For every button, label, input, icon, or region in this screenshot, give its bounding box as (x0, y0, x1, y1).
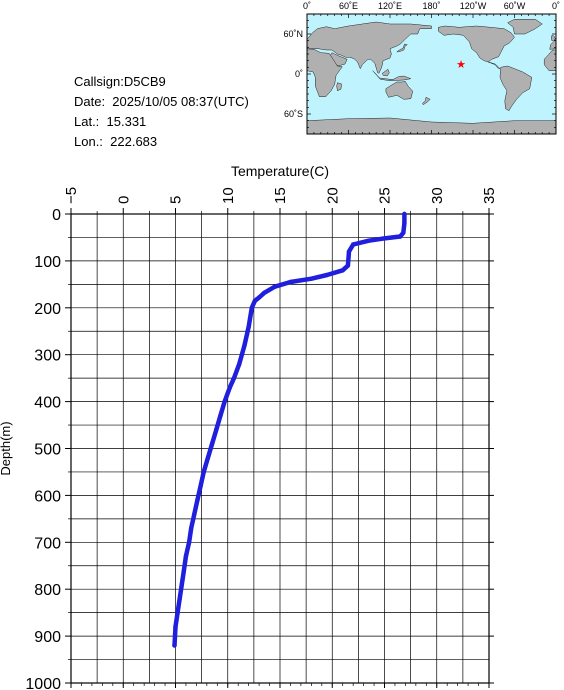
profile-point (252, 298, 258, 303)
y-tick-label: 900 (34, 629, 61, 646)
x-tick-label: 35 (481, 187, 498, 204)
profile-point (346, 249, 352, 254)
land-eurasia (306, 21, 432, 74)
x-tick-label: 10 (220, 187, 237, 204)
land-indonesia (372, 70, 412, 81)
profile-point (242, 343, 247, 348)
map-top-tick-label: 0˚ (552, 1, 560, 11)
longitude-label: Lon.: 222.683 (74, 134, 158, 149)
latitude-label: Lat.: 15.331 (74, 114, 147, 129)
map-top-tick-label: 120˚W (460, 1, 487, 11)
profile-point (350, 242, 356, 247)
profile-point (195, 497, 200, 503)
profile-point (262, 290, 267, 295)
land-uk (550, 34, 556, 42)
map-left-tick-label: 0˚ (295, 69, 303, 79)
map-top-tick-label: 60˚W (504, 1, 526, 11)
y-tick-label: 300 (34, 348, 61, 365)
map-top-tick-label: 60˚E (339, 1, 358, 11)
land-north-america (438, 25, 515, 69)
y-tick-label: 0 (52, 207, 61, 224)
date-label: Date: 2025/10/05 08:37(UTC) (74, 94, 249, 109)
x-axis-title: Temperature(C) (231, 163, 329, 179)
profile-point (288, 279, 293, 285)
profile-point (183, 554, 189, 559)
x-tick-label: 5 (168, 196, 185, 204)
land-south-america (499, 65, 533, 112)
profile-point (366, 238, 372, 243)
profile-point (192, 511, 197, 517)
profile-point (402, 211, 407, 217)
y-tick-label: 700 (34, 535, 61, 552)
profile-point (172, 643, 177, 648)
x-tick-label: 15 (272, 187, 289, 204)
profile-point (205, 455, 211, 461)
profile-point (402, 221, 407, 226)
land-borneo (382, 68, 390, 77)
profile-point (209, 441, 215, 447)
map-top-tick-label: 120˚E (378, 1, 402, 11)
x-tick-label: 25 (377, 187, 394, 204)
y-tick-label: 600 (34, 488, 61, 505)
profile-point (179, 582, 184, 587)
land-madagascar (336, 82, 342, 92)
y-tick-label: 400 (34, 395, 61, 412)
station-marker-icon: ★ (456, 58, 466, 71)
land-africa (306, 49, 343, 97)
profile-point (222, 399, 227, 404)
profile-point (201, 469, 206, 475)
profile-point (186, 540, 192, 545)
x-tick-label: 0 (115, 196, 132, 204)
profile-point (324, 272, 330, 278)
y-tick-label: 1000 (25, 676, 61, 690)
profile-point (397, 234, 403, 239)
map-top-tick-label: 180˚ (422, 1, 440, 11)
map-top-tick-label: 0˚ (303, 1, 311, 11)
profile-point (175, 610, 180, 615)
y-tick-label: 500 (34, 442, 61, 459)
profile-point (272, 284, 277, 289)
land-africa-west (543, 49, 557, 71)
land-japan (396, 43, 408, 53)
land-australia (385, 81, 414, 100)
map-left-tick-label: 60˚N (283, 29, 303, 39)
profile-point (256, 295, 262, 300)
y-tick-label: 800 (34, 582, 61, 599)
y-tick-label: 200 (34, 301, 61, 318)
profile-point (177, 596, 182, 601)
x-tick-label: −5 (63, 187, 80, 204)
profile-point (231, 375, 237, 381)
profile-point (340, 268, 345, 273)
y-axis-title: Depth(m) (0, 421, 13, 475)
profile-point (401, 230, 406, 235)
land-new-zealand (422, 96, 431, 106)
station-info: Callsign:D5CB9 Date: 2025/10/05 08:37(UT… (74, 72, 249, 152)
profile-point (309, 276, 314, 281)
profile-point (214, 427, 219, 432)
profile-point (227, 385, 233, 390)
profile-point (345, 263, 351, 268)
profile-point (173, 624, 178, 629)
x-tick-label: 20 (324, 187, 341, 204)
map-left-tick-label: 60˚S (284, 109, 303, 119)
profile-point (382, 236, 387, 241)
x-tick-label: 30 (429, 187, 446, 204)
profile-point (188, 526, 194, 531)
profile-point (198, 483, 203, 489)
profile-point (246, 324, 251, 329)
profile-point (237, 361, 242, 367)
profile-point (218, 413, 223, 418)
profile-point (249, 305, 254, 310)
y-tick-label: 100 (34, 254, 61, 271)
land-greenland (507, 19, 543, 35)
profile-point (181, 568, 187, 573)
callsign-label: Callsign:D5CB9 (74, 74, 166, 89)
